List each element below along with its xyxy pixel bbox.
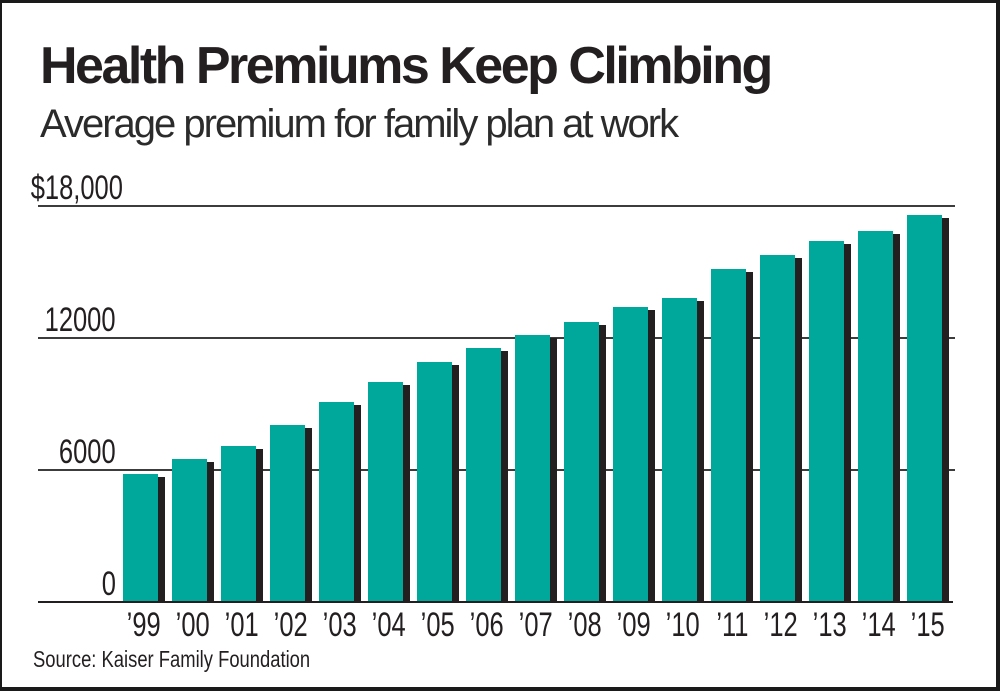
y-tick-label-text: 12000	[45, 301, 116, 339]
x-tick-label-text: ’01	[224, 606, 260, 644]
x-tick-label-text: ’02	[273, 606, 309, 644]
chart-subtitle: Average premium for family plan at work	[40, 102, 679, 146]
x-tick-label-14: ’14	[844, 608, 914, 642]
bar-shadow-04	[403, 385, 410, 601]
bar-shadow-10	[697, 301, 704, 601]
x-tick-label-04: ’04	[354, 608, 424, 642]
x-tick-label-00: ’00	[158, 608, 228, 642]
bar-shadow-08	[599, 325, 606, 601]
bar-shadow-02	[305, 428, 312, 601]
y-tick-label-text: $18,000	[30, 169, 123, 207]
x-tick-label-13: ’13	[795, 608, 865, 642]
x-tick-label-09: ’09	[599, 608, 669, 642]
bar-shadow-99	[158, 477, 165, 601]
bar-99	[123, 474, 158, 601]
bar-10	[662, 298, 697, 601]
bar-15	[907, 215, 942, 601]
x-tick-label-text: ’08	[567, 606, 603, 644]
bar-14	[858, 231, 893, 601]
bar-shadow-09	[648, 310, 655, 601]
x-tick-label-text: ’14	[861, 606, 897, 644]
bar-00	[172, 459, 207, 601]
bar-13	[809, 241, 844, 601]
x-tick-label-text: ’05	[420, 606, 456, 644]
x-tick-label-99: ’99	[109, 608, 179, 642]
bar-shadow-12	[795, 258, 802, 601]
gridline-12000	[38, 337, 955, 339]
bar-04	[368, 382, 403, 601]
bar-06	[466, 348, 501, 601]
x-tick-label-06: ’06	[452, 608, 522, 642]
bar-shadow-15	[942, 218, 949, 601]
bar-shadow-13	[844, 244, 851, 601]
x-tick-label-05: ’05	[403, 608, 473, 642]
x-tick-label-02: ’02	[256, 608, 326, 642]
bar-shadow-01	[256, 449, 263, 601]
x-tick-label-01: ’01	[207, 608, 277, 642]
bar-shadow-05	[452, 365, 459, 601]
x-tick-label-03: ’03	[305, 608, 375, 642]
bar-shadow-06	[501, 351, 508, 601]
x-tick-label-text: ’04	[371, 606, 407, 644]
bar-shadow-07	[550, 338, 557, 601]
x-tick-label-text: ’99	[126, 606, 162, 644]
x-tick-label-text: ’12	[763, 606, 799, 644]
x-tick-label-11: ’11	[697, 608, 767, 642]
y-tick-label-12000: 12000	[0, 303, 116, 337]
y-tick-label-text: 0	[101, 565, 116, 603]
gridline-18000	[38, 205, 955, 207]
bar-shadow-14	[893, 234, 900, 601]
x-tick-label-text: ’09	[616, 606, 652, 644]
chart-title: Health Premiums Keep Climbing	[40, 37, 773, 95]
x-tick-label-text: ’07	[518, 606, 554, 644]
source-note-text: Source: Kaiser Family Foundation	[33, 646, 311, 672]
x-tick-label-text: ’06	[469, 606, 505, 644]
x-tick-label-text: ’13	[812, 606, 848, 644]
source-note: Source: Kaiser Family Foundation	[33, 646, 379, 672]
x-axis-baseline	[38, 601, 953, 603]
x-tick-label-10: ’10	[648, 608, 718, 642]
y-tick-label-6000: 6000	[0, 435, 116, 469]
x-tick-label-text: ’10	[665, 606, 701, 644]
bar-12	[760, 255, 795, 601]
y-tick-label-0: 0	[0, 567, 116, 601]
x-tick-label-15: ’15	[893, 608, 963, 642]
bar-11	[711, 269, 746, 601]
x-tick-label-12: ’12	[746, 608, 816, 642]
x-tick-label-text: ’11	[715, 606, 749, 644]
x-tick-label-text: ’15	[910, 606, 946, 644]
x-tick-label-07: ’07	[501, 608, 571, 642]
bar-07	[515, 335, 550, 601]
bar-05	[417, 362, 452, 601]
bar-01	[221, 446, 256, 601]
x-tick-label-08: ’08	[550, 608, 620, 642]
x-tick-label-text: ’00	[175, 606, 211, 644]
y-tick-label-text: 6000	[59, 433, 116, 471]
y-tick-label-18000: $18,000	[0, 171, 123, 205]
bar-03	[319, 402, 354, 601]
bar-shadow-00	[207, 462, 214, 601]
bar-02	[270, 425, 305, 601]
bar-08	[564, 322, 599, 601]
bar-09	[613, 307, 648, 601]
bar-shadow-03	[354, 405, 361, 601]
x-tick-label-text: ’03	[322, 606, 358, 644]
bar-shadow-11	[746, 272, 753, 601]
